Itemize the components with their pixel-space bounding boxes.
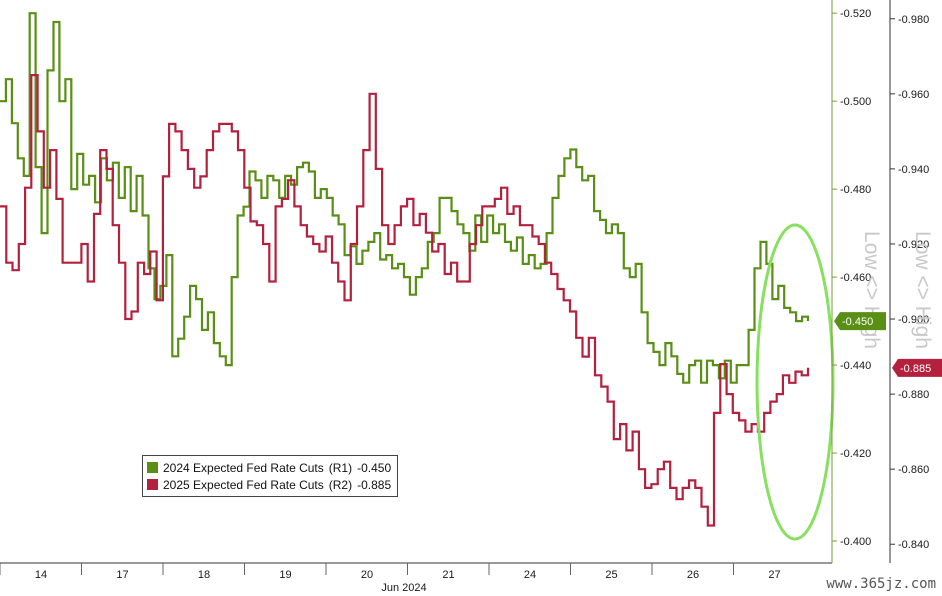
legend: 2024 Expected Fed Rate Cuts (R1) -0.450 … — [142, 455, 399, 497]
legend-swatch-2024 — [147, 462, 158, 473]
x-axis: 14 17 18 19 20 21 24 25 26 27 — [0, 563, 781, 581]
y-tick-label: -0.980 — [898, 14, 929, 26]
y-tick-label: -0.440 — [840, 360, 871, 372]
series-2024-line — [0, 12, 810, 384]
annotation-layer — [755, 223, 835, 541]
last-value-tag — [892, 358, 942, 377]
x-tick-label: 26 — [687, 569, 699, 581]
r2-axis: -0.980 -0.960 -0.940 -0.920 -0.900 -0.880 -0.8… — [890, 14, 929, 551]
y-tick-label: -0.520 — [840, 8, 871, 20]
series-2025-line — [0, 74, 810, 527]
y-tick-label: -0.920 — [898, 239, 929, 251]
legend-value-2025: -0.885 — [357, 477, 392, 492]
y-tick-label: -0.480 — [840, 184, 871, 196]
y-tick-label: -0.940 — [898, 164, 929, 176]
x-tick-label: 18 — [198, 569, 210, 581]
last-value-tag — [834, 312, 886, 331]
y-tick-label: -0.460 — [840, 272, 871, 284]
r2-axis-label: Low <> High — [911, 231, 934, 349]
x-tick-label: 20 — [361, 569, 373, 581]
x-tick-label: 25 — [605, 569, 617, 581]
legend-entry-2024: 2024 Expected Fed Rate Cuts (R1) -0.450 — [147, 459, 391, 476]
r1-axis: -0.520 -0.500 -0.480 -0.460 -0.440 -0.420 -0.4… — [832, 8, 871, 548]
x-tick-label: 21 — [442, 569, 454, 581]
y-tick-label: -0.500 — [840, 96, 871, 108]
x-tick-label: 27 — [768, 569, 780, 581]
y-tick-label: -0.960 — [898, 89, 929, 101]
x-tick-label: 14 — [35, 569, 47, 581]
watermark: www.365jz.com — [826, 576, 936, 592]
legend-swatch-2025 — [147, 479, 158, 490]
r1-axis-label: Low <> High — [860, 231, 883, 349]
y-tick-label: -0.880 — [898, 389, 929, 401]
y-tick-label: -0.420 — [840, 448, 871, 460]
x-tick-label: 24 — [524, 569, 536, 581]
legend-axis-2024: (R1) — [328, 460, 353, 475]
legend-label-2024: 2024 Expected Fed Rate Cuts — [163, 460, 324, 475]
x-tick-label: 17 — [116, 569, 128, 581]
legend-entry-2025: 2025 Expected Fed Rate Cuts (R2) -0.885 — [147, 476, 391, 493]
y-tick-label: -0.840 — [898, 539, 929, 551]
last-value-text: -0.885 — [900, 363, 931, 375]
y-tick-label: -0.900 — [898, 314, 929, 326]
last-value-text: -0.450 — [842, 316, 873, 328]
legend-axis-2025: (R2) — [328, 477, 353, 492]
y-tick-label: -0.860 — [898, 464, 929, 476]
y-tick-label: -0.400 — [840, 536, 871, 548]
last-value-tags: -0.450 -0.885 — [834, 312, 942, 377]
legend-label-2025: 2025 Expected Fed Rate Cuts — [163, 477, 324, 492]
x-axis-title: Jun 2024 — [381, 582, 426, 594]
legend-value-2024: -0.450 — [357, 460, 392, 475]
x-tick-label: 19 — [279, 569, 291, 581]
series-layer — [0, 12, 810, 527]
highlight-ellipse — [755, 223, 835, 541]
